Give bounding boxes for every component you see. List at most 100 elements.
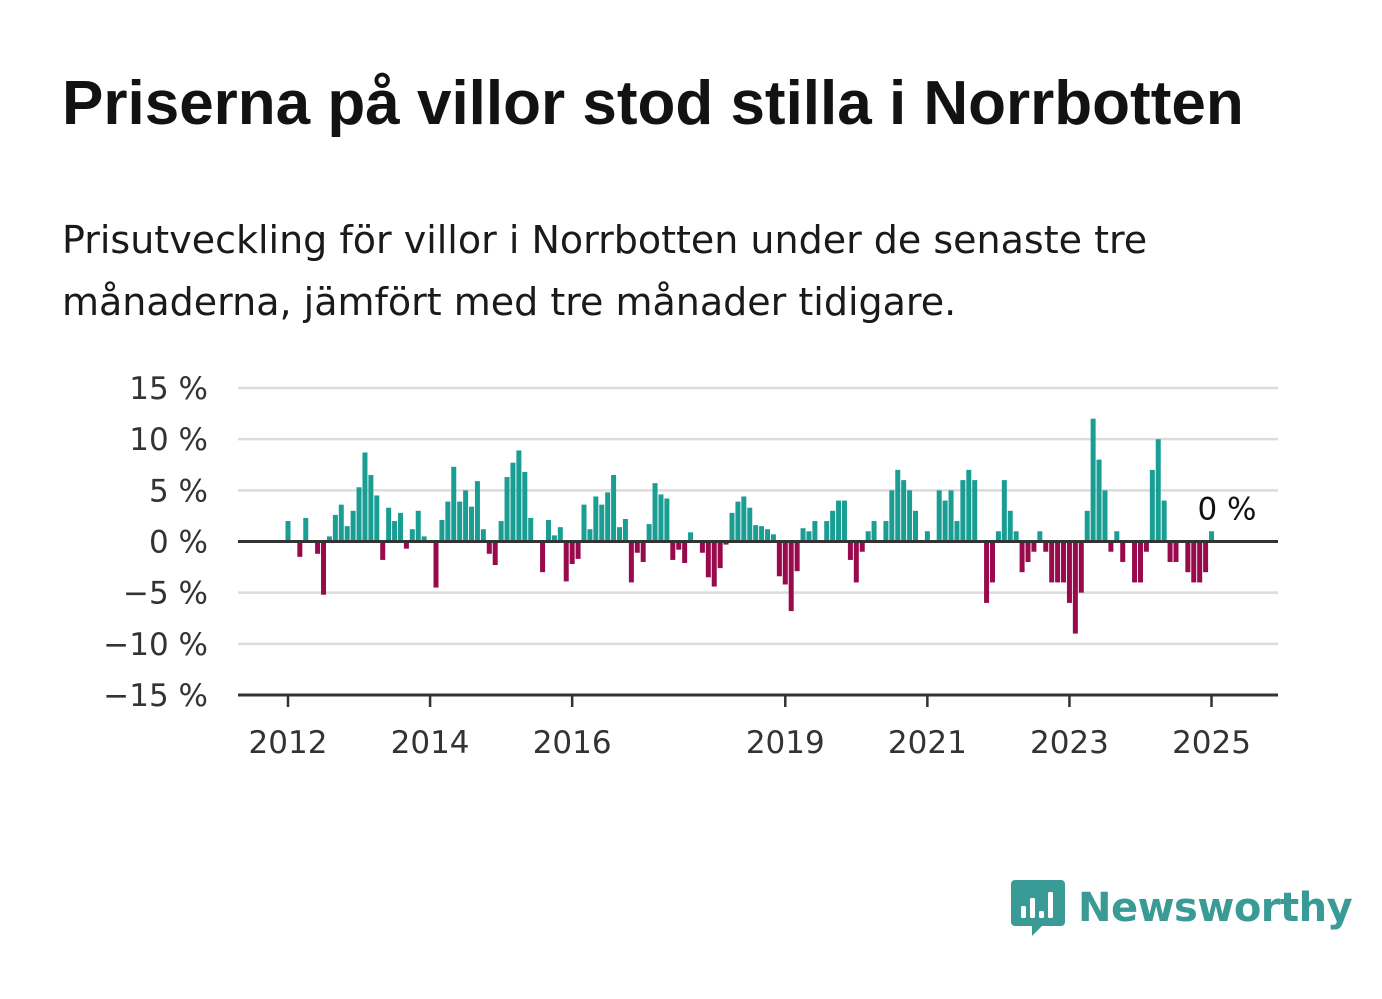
bar: [1155, 439, 1161, 542]
bar: [617, 527, 623, 542]
bar: [652, 483, 658, 542]
bar: [463, 490, 469, 542]
bar: [688, 532, 694, 542]
bar: [628, 541, 634, 583]
bar: [439, 520, 445, 542]
bar: [528, 517, 534, 542]
bar: [723, 541, 729, 545]
bar: [901, 480, 907, 542]
bar: [421, 536, 427, 542]
bar: [338, 504, 344, 542]
bar: [1114, 531, 1120, 542]
bar: [457, 501, 463, 542]
bar: [285, 521, 291, 542]
bar: [474, 481, 480, 542]
bar: [504, 477, 510, 542]
bar: [889, 490, 895, 542]
bar: [1043, 541, 1049, 552]
bar: [1061, 541, 1067, 583]
y-tick-label: 0 %: [149, 525, 208, 561]
bar: [1191, 541, 1197, 583]
bar: [1072, 541, 1078, 634]
bar: [516, 450, 522, 542]
bar: [551, 535, 557, 542]
bar: [747, 507, 753, 542]
y-tick-label: −5 %: [123, 576, 208, 612]
bar: [824, 521, 830, 542]
bar: [622, 518, 628, 542]
bar: [924, 531, 930, 542]
x-tick-label: 2023: [1030, 725, 1109, 761]
bar: [362, 452, 368, 542]
bar: [368, 474, 374, 542]
bar: [1161, 500, 1167, 542]
tick-labels: 15 % 10 % 5 % 0 % −5 % −10 % −15 % 2012 2014 2016…: [103, 371, 1256, 761]
bar: [392, 521, 398, 542]
bar: [1167, 541, 1173, 562]
grid-lines: [238, 386, 1278, 646]
y-tick-label: −15 %: [103, 678, 208, 714]
bar: [664, 498, 670, 542]
bar: [966, 469, 972, 542]
bar: [883, 521, 889, 542]
bar: [782, 541, 788, 585]
y-tick-label: 15 %: [129, 371, 208, 407]
last-value-label: 0 %: [1197, 492, 1256, 528]
bar: [1001, 480, 1007, 542]
bar: [853, 541, 859, 583]
bar: [1149, 469, 1155, 542]
bar: [1078, 541, 1084, 593]
bar: [989, 541, 995, 583]
x-tick-label: 2025: [1172, 725, 1251, 761]
bar-chart: 15 % 10 % 5 % 0 % −5 % −10 % −15 % 2012 2014 2016…: [103, 371, 1278, 761]
bar: [770, 534, 776, 542]
bar: [1096, 459, 1102, 542]
bar: [984, 541, 990, 603]
brand-name: Newsworthy: [1078, 885, 1353, 931]
bar: [676, 541, 682, 550]
bar: [717, 541, 723, 569]
bar: [705, 541, 711, 578]
bar: [759, 526, 765, 542]
bar: [1209, 531, 1215, 542]
newsworthy-logo-icon: [1011, 880, 1065, 936]
x-tick-label: 2012: [249, 725, 328, 761]
bar: [776, 541, 782, 577]
bar: [522, 471, 528, 542]
bar: [682, 541, 688, 563]
bar: [1007, 510, 1013, 542]
bar: [469, 506, 475, 542]
bar: [1013, 531, 1019, 542]
bar: [575, 541, 581, 559]
bar: [303, 517, 309, 542]
bar: [765, 529, 771, 542]
bar: [315, 541, 321, 554]
bar: [960, 480, 966, 542]
bar: [1173, 541, 1179, 562]
bar: [356, 487, 362, 542]
bar: [1049, 541, 1055, 583]
bar: [1185, 541, 1191, 573]
bar: [1055, 541, 1061, 583]
bar: [847, 541, 853, 560]
bar: [913, 510, 919, 542]
bar: [451, 466, 457, 542]
bar: [545, 520, 551, 542]
bar: [741, 496, 747, 542]
bar: [332, 514, 338, 542]
bar: [658, 494, 664, 542]
bar: [581, 504, 587, 542]
y-tick-label: −10 %: [103, 627, 208, 663]
bar: [350, 510, 356, 542]
bar: [344, 526, 350, 542]
bar: [297, 541, 303, 557]
bar: [611, 474, 617, 542]
bar: [1066, 541, 1072, 603]
bar: [954, 521, 960, 542]
bar: [1137, 541, 1143, 583]
bar: [445, 501, 451, 542]
bar: [605, 492, 611, 542]
bar: [836, 500, 842, 542]
bar: [593, 496, 599, 542]
bar: [1108, 541, 1114, 552]
